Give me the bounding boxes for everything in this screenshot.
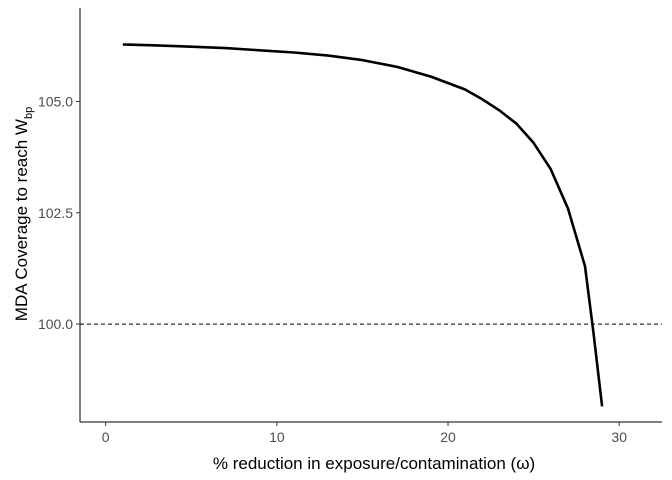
y-axis-title-main: MDA Coverage to reach W [12,119,31,321]
x-axis-title: % reduction in exposure/contamination (ω… [213,454,535,473]
x-tick-label: 30 [611,429,627,445]
y-axis-title-subscript: bp [23,107,35,119]
x-tick-label: 20 [440,429,456,445]
series-line [122,43,604,407]
y-tick-label: 105.0 [38,93,73,109]
y-tick-label: 102.5 [38,205,73,221]
y-axis-title: MDA Coverage to reach Wbp [12,107,35,321]
x-tick-label: 10 [269,429,285,445]
y-tick-label: 100.0 [38,316,73,332]
x-tick-label: 0 [102,429,110,445]
